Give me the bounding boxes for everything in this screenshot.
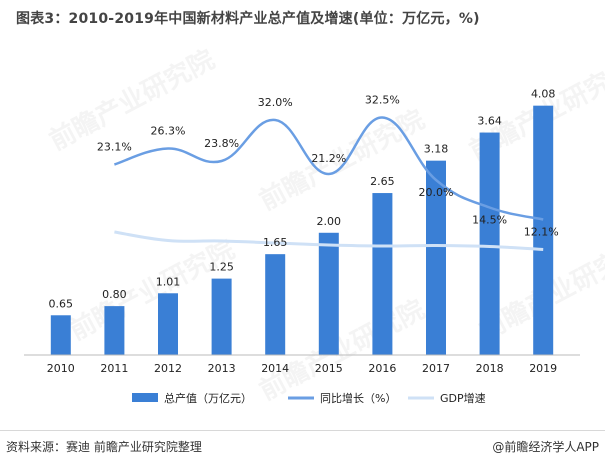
growth-rate-label: 32.5% (365, 94, 400, 107)
gdp-growth-line (114, 230, 544, 251)
bar-value-label: 3.64 (477, 115, 502, 128)
legend-label: 同比增长（%） (320, 391, 396, 405)
x-tick-label: 2010 (47, 362, 75, 375)
growth-rate-label: 26.3% (151, 125, 186, 138)
bar (533, 105, 554, 356)
credit-note: @前瞻经济学人APP (492, 440, 599, 454)
bar-value-label: 1.65 (263, 236, 288, 249)
chart-title: 图表3：2010-2019年中国新材料产业总产值及增速(单位：万亿元，%) (16, 11, 480, 27)
growth-rate-label: 21.2% (311, 152, 346, 165)
bar-value-label: 2.65 (370, 175, 395, 188)
x-tick-label: 2018 (476, 362, 504, 375)
bar-value-label: 1.25 (209, 261, 234, 274)
legend-label: GDP增速 (440, 391, 486, 405)
growth-rate-label: 14.5% (472, 214, 507, 227)
legend-label: 总产值（万亿元） (164, 391, 252, 405)
legend-item: 同比增长（%） (288, 391, 396, 405)
x-tick-label: 2017 (422, 362, 450, 375)
growth-rate-label: 32.0% (258, 96, 293, 109)
chart: 0.65 0.80 1.01 1.25 1.65 2.00 2.65 3.18 3.64 4.08… (24, 88, 580, 405)
legend: 总产值（万亿元） 同比增长（%） GDP增速 (132, 391, 486, 405)
source-note: 资料来源：赛迪 前瞻产业研究院整理 (6, 440, 202, 454)
bar (318, 232, 339, 355)
bar (50, 315, 71, 355)
legend-item: 总产值（万亿元） (132, 391, 252, 405)
growth-rate-label: 20.0% (419, 186, 454, 199)
x-tick-label: 2011 (100, 362, 128, 375)
legend-item: GDP增速 (408, 391, 486, 405)
bar-value-label: 4.08 (531, 88, 556, 101)
x-tick-label: 2012 (154, 362, 182, 375)
bar (372, 193, 393, 355)
bar-series (50, 105, 554, 356)
bar-value-label: 1.01 (156, 275, 181, 288)
legend-swatch (132, 393, 158, 402)
growth-rate-label: 23.8% (204, 137, 239, 150)
bar-value-label: 0.80 (102, 288, 127, 301)
bar (211, 278, 232, 355)
x-tick-label: 2016 (368, 362, 396, 375)
bar-value-label: 0.65 (49, 297, 74, 310)
bar-value-label: 2.00 (317, 215, 342, 228)
bar-value-labels: 0.65 0.80 1.01 1.25 1.65 2.00 2.65 3.18 3.64 4.08 (49, 88, 556, 311)
x-tick-label: 2014 (261, 362, 289, 375)
bar (265, 254, 286, 355)
bar (479, 132, 500, 355)
bar-value-label: 3.18 (424, 143, 449, 156)
growth-rate-line (114, 116, 544, 221)
x-tick-label: 2015 (315, 362, 343, 375)
growth-rate-label: 23.1% (97, 141, 132, 154)
growth-rate-label: 12.1% (524, 226, 559, 239)
bar (426, 160, 446, 355)
x-tick-label: 2013 (208, 362, 236, 375)
bar (104, 306, 125, 355)
bar (158, 293, 178, 355)
footer-divider (0, 430, 605, 431)
x-tick-label: 2019 (529, 362, 557, 375)
growth-rate-labels: 23.1% 26.3% 23.8% 32.0% 21.2% 32.5% 20.0% 14.5%… (97, 94, 559, 239)
x-tick-labels: 2010 2011 2012 2013 2014 2015 2016 2017 2018 2019 (47, 362, 557, 375)
